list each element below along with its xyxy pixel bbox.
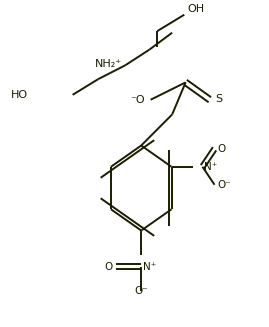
- Text: N⁺: N⁺: [204, 162, 217, 172]
- Text: O⁻: O⁻: [217, 180, 231, 190]
- Text: ⁻O: ⁻O: [131, 95, 145, 105]
- Text: HO: HO: [11, 90, 28, 100]
- Text: OH: OH: [187, 4, 204, 14]
- Text: NH₂⁺: NH₂⁺: [95, 60, 122, 69]
- Text: N⁺: N⁺: [143, 262, 156, 271]
- Text: O: O: [105, 262, 113, 271]
- Text: O⁻: O⁻: [134, 286, 148, 296]
- Text: O: O: [217, 144, 225, 154]
- Text: S: S: [215, 94, 222, 104]
